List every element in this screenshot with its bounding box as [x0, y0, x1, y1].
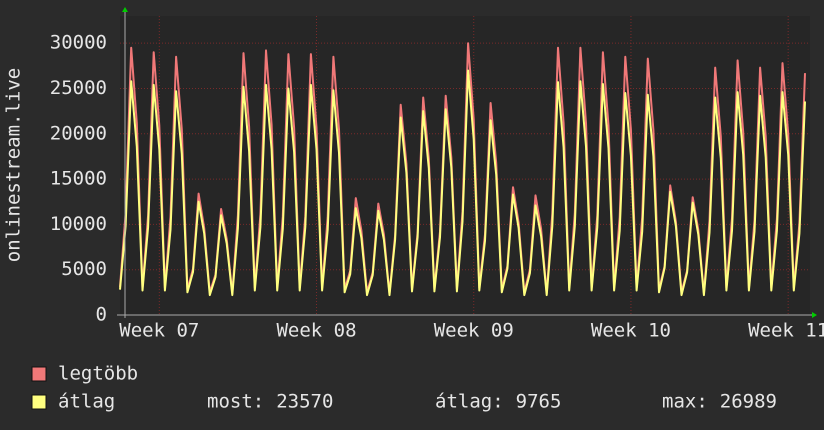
y-axis-arrow [122, 7, 128, 12]
y-tick-label: 30000 [50, 32, 107, 54]
y-tick-label: 15000 [50, 168, 107, 190]
x-axis-arrow [812, 312, 817, 318]
y-tick-label: 5000 [61, 258, 107, 280]
stat-value: 9765 [516, 391, 562, 413]
legend-label: átlag [58, 391, 115, 413]
x-tick-label: Week 07 [119, 320, 199, 342]
x-tick-label: Week 11 [748, 320, 824, 342]
series-line [119, 69, 806, 297]
legend-swatch [31, 394, 47, 410]
stat-label: átlag: [435, 391, 504, 413]
x-tick-label: Week 08 [276, 320, 356, 342]
stat-value: 23570 [276, 391, 333, 413]
stat-value: 26989 [720, 391, 777, 413]
y-axis-label: onlinestream.live [3, 68, 25, 262]
legend-label: legtöbb [58, 363, 138, 385]
y-tick-label: 0 [96, 304, 107, 326]
y-tick-label: 10000 [50, 213, 107, 235]
legend-swatch [31, 366, 47, 382]
y-tick-label: 20000 [50, 122, 107, 144]
x-tick-label: Week 09 [434, 320, 514, 342]
stat-label: max: [662, 391, 708, 413]
y-tick-label: 25000 [50, 77, 107, 99]
x-tick-label: Week 10 [591, 320, 671, 342]
stat-label: most: [207, 391, 264, 413]
